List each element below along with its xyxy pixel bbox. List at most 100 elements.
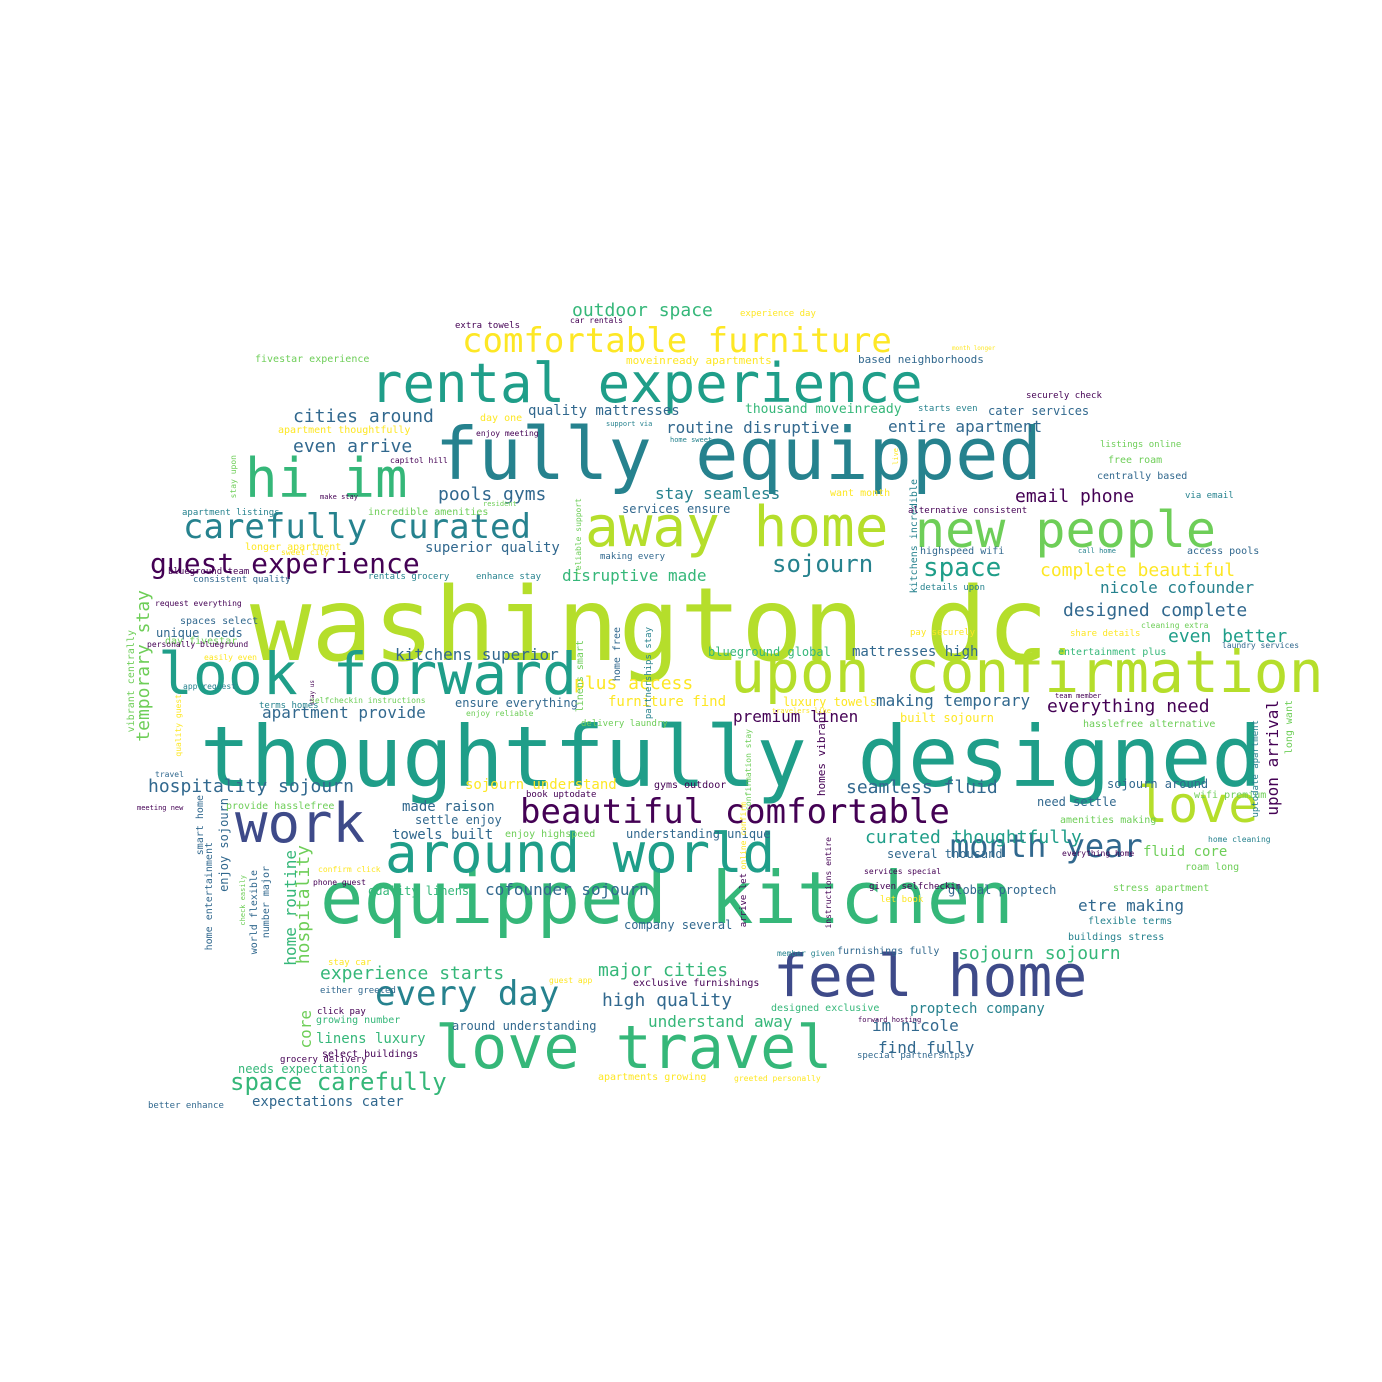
word-travelers-like: travelers like [772,707,832,715]
word-carefully-curated: carefully curated [183,507,531,547]
word-world-flexible: world flexible [249,870,260,955]
word-premium-linen: premium linen [733,707,859,726]
word-share-details: share details [1070,629,1141,639]
word-email-phone: email phone [1015,486,1135,507]
word-buildings-stress: buildings stress [1068,932,1165,943]
word-app-request: app request [183,682,236,691]
word-everything-home: everything home [1062,849,1135,858]
word-several-thousand: several thousand [887,847,1003,861]
word-beautiful-comfortable: beautiful comfortable [520,792,950,832]
word-even-arrive: even arrive [293,436,413,457]
word-everything-need: everything need [1047,696,1210,717]
word-wifi-premium: wifi premium [1194,790,1267,801]
word-apartment-thoughtfully: apartment thoughtfully [278,425,411,436]
word-around-understanding: around understanding [452,1019,597,1033]
word-hi-im: hi im [245,447,408,510]
word-luxury-towels: luxury towels [783,695,877,709]
word-partnerships-stay: partnerships stay [644,627,654,720]
word-look-forward: look forward [158,640,578,708]
word-hasslefree-alternative: hasslefree alternative [1083,719,1216,730]
word-enjoy-reliable: enjoy reliable [466,709,534,718]
word-flexible-terms: flexible terms [1088,916,1173,927]
word-personally-blueground: personally blueground [147,640,249,649]
word-stay-upon: stay upon [229,455,238,499]
word-needs-expectations: needs expectations [238,1062,369,1076]
word-via-email: via email [1185,491,1234,501]
word-home-cleaning: home cleaning [1208,835,1271,844]
word-plus-access: plus access [574,673,694,694]
word-month-year: month year [950,827,1143,865]
word-member-given: member given [777,949,835,958]
word-enjoy-sojourn: enjoy sojourn [217,798,231,892]
word-fluid-core: fluid core [1143,844,1228,860]
word-confirm-click: confirm click [318,865,381,874]
word-stay-seamless: stay seamless [655,484,781,503]
word-seamless-fluid: seamless fluid [846,777,998,798]
word-entire-apartment: entire apartment [888,417,1043,436]
word-furniture-find: furniture find [608,694,727,710]
word-core: core [296,1010,315,1049]
word-expectations-cater: expectations cater [252,1094,404,1110]
word-space: space [923,553,1002,583]
word-terms-homes: terms homes [259,701,319,711]
word-sojourn: sojourn [772,550,874,578]
word-cofounder-sojourn: cofounder sojourn [485,880,649,899]
word-listings-online: listings online [1100,440,1182,450]
word-forward-hosting: forward hosting [858,1016,922,1024]
word-grocery-delivery: grocery delivery [280,1055,367,1065]
word-mattresses-high: mattresses high [852,644,979,660]
word-exclusive-furnishings: exclusive furnishings [633,978,760,989]
word-moveinready-apartments: moveinready apartments [626,354,772,367]
word-arrive-let: arrive let [739,873,749,928]
word-high-quality: high quality [602,990,733,1011]
word-resident: resident [483,500,517,508]
word-guest-app: guest app [549,976,593,985]
word-pools-gyms: pools gyms [438,484,547,505]
word-work: work [235,792,366,855]
word-kitchens-superior: kitchens superior [395,645,559,664]
word-either-greeted: either greeted [320,986,396,996]
word-make-stay: make stay [320,493,358,501]
word-routine-disruptive: routine disruptive [666,418,840,437]
word-apartment-provide: apartment provide [262,703,426,722]
word-home-free: home free [612,627,623,682]
word-confirmation-stay: confirmation stay [744,729,753,811]
word-free-roam: free roam [1108,455,1163,466]
word-enhance-stay: enhance stay [476,572,542,582]
word-phone-guest: phone guest [313,878,366,887]
word-month-longer: month longer [952,345,996,352]
word-washington-dc: washington dc [250,566,1049,685]
word-ensure-everything: ensure everything [455,696,578,710]
word-company-several: company several [624,918,733,932]
word-need-settle: need settle [1037,795,1117,809]
word-feel-home: feel home [773,942,1088,1010]
word-experience-day: experience day [740,309,816,319]
word-extra-towels: extra towels [455,321,521,331]
word-home-routine: home routine [281,850,300,966]
word-starts-even: starts even [918,404,978,414]
word-roam-long: roam long [1185,862,1240,873]
word-request-everything: request everything [155,599,242,608]
word-live: live [892,448,900,465]
word-vibrant-centrally: vibrant centrally [126,630,137,733]
word-away-home: away home [585,495,889,560]
word-towels-built: towels built [392,827,494,843]
word-services-ensure: services ensure [622,502,731,516]
word-blueground-team: blueground team [168,567,250,577]
word-outdoor-space: outdoor space [572,300,713,321]
word-long-want: long want [1284,700,1295,755]
word-love: love [1138,776,1259,834]
word-cities-around: cities around [293,406,434,427]
word-sojourn-understand: sojourn understand [465,777,617,793]
word-blueground-global: blueground global [708,645,831,659]
word-growing-number: growing number [316,1015,401,1026]
word-unique-needs: unique needs [156,626,243,640]
word-selfcheckin-instructions: selfcheckin instructions [310,696,426,705]
word-select-buildings: select buildings [322,1049,419,1060]
word-highspeed-wifi: highspeed wifi [920,546,1005,557]
word-linens-smart: linens smart [575,640,586,713]
word-special-partnerships: special partnerships [857,1051,966,1061]
word-longer-apartment: longer apartment [245,542,342,553]
word-stay-car: stay car [328,958,372,968]
